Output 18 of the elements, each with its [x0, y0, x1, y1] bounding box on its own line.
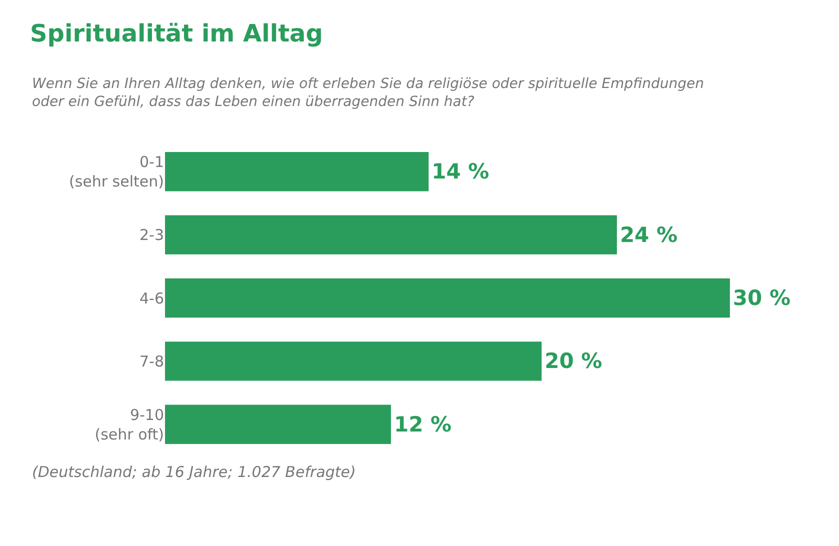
text: (Deutschland; ab 16 Jahre; 1.027 Befragte) — [32, 463, 356, 481]
bar — [165, 215, 617, 254]
y-tick-label: 2-3 — [140, 226, 164, 244]
bar — [165, 152, 429, 192]
chart-title: Spiritualität im Alltag — [30, 19, 323, 48]
y-tick-label: 4-6 — [140, 289, 164, 308]
data-label: 30 % — [732, 286, 790, 310]
bar — [165, 342, 542, 381]
chart-subtitle: Wenn Sie an Ihren Alltag denken, wie oft erleben Sie da religiöse oder spirituelle Empfindungen oder ein Gefühl, dass das Leben einen überragenden Sinn hat? — [32, 76, 704, 110]
data-label: 20 % — [544, 349, 602, 374]
y-tick-label: 9-10 (sehr oft) — [94, 406, 164, 444]
data-label: 24 % — [620, 222, 678, 247]
y-tick-label: 7-8 — [140, 352, 164, 370]
bar — [165, 404, 391, 444]
data-label: 12 % — [394, 412, 452, 436]
data-label: 14 % — [432, 160, 490, 184]
bar — [165, 278, 730, 318]
y-tick-label: 0-1 (sehr selten) — [68, 153, 164, 191]
